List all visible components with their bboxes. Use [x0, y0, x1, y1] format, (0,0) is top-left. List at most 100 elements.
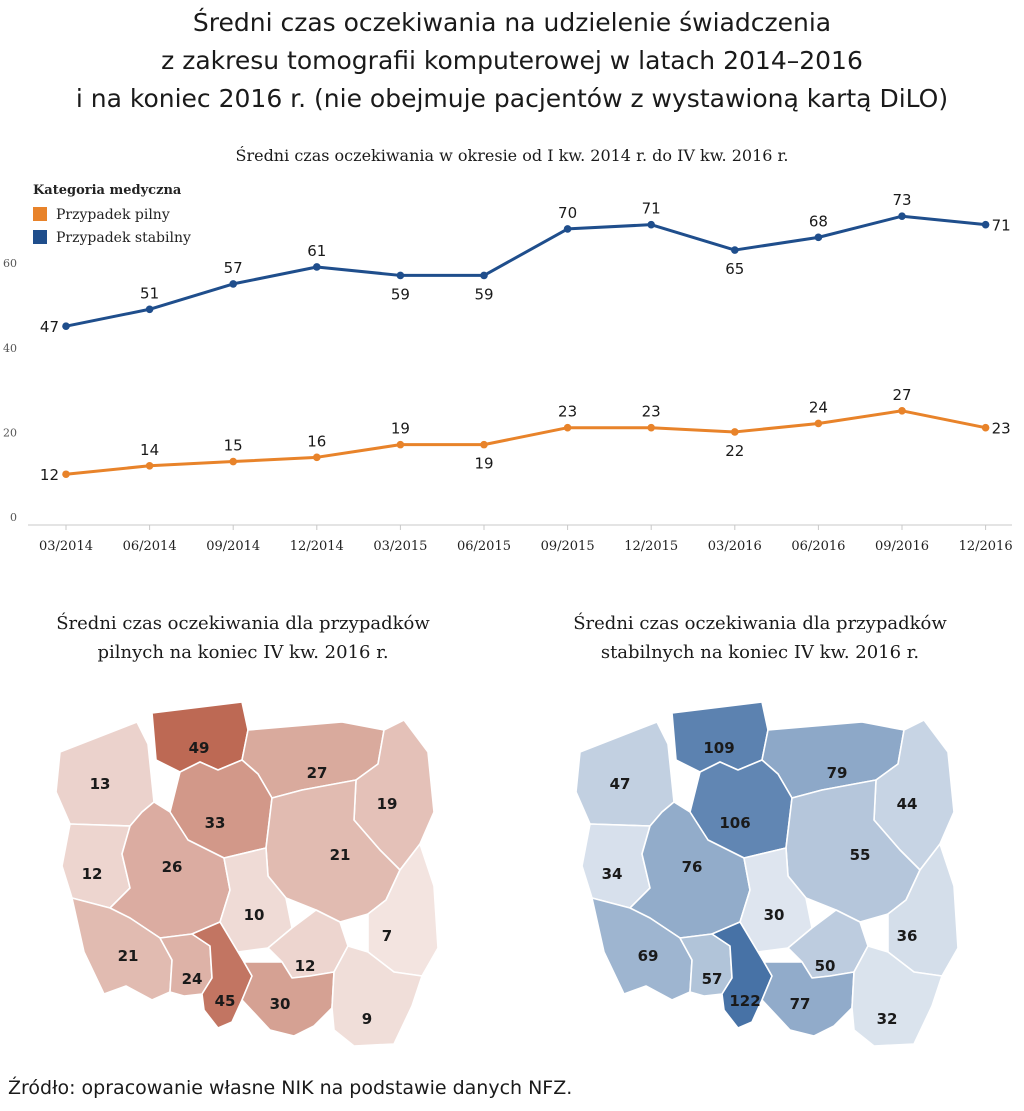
- region-value-wielkopolskie: 76: [682, 858, 703, 876]
- region-value-malopolskie: 30: [270, 995, 291, 1013]
- region-value-malopolskie: 77: [790, 995, 811, 1013]
- data-point-urgent: [145, 461, 154, 470]
- data-label-stable: 61: [307, 242, 326, 260]
- region-value-dolnoslaskie: 21: [118, 947, 139, 965]
- data-point-stable: [981, 220, 990, 229]
- region-slaskie: [711, 921, 773, 1029]
- x-tick-label: 06/2015: [457, 539, 511, 554]
- region-value-podlaskie: 44: [897, 795, 918, 813]
- main-title-line-3: i na koniec 2016 r. (nie obejmuje pacjen…: [75, 84, 949, 113]
- data-point-urgent: [563, 423, 572, 432]
- series-stable: 47 51 57 61 59 59 70 71 65 68 73 71: [40, 191, 1011, 336]
- data-label-stable: 73: [892, 191, 911, 209]
- legend-swatch-urgent: [33, 207, 47, 221]
- data-point-stable: [814, 233, 823, 242]
- region-value-lubelskie: 36: [897, 927, 918, 945]
- data-label-urgent: 23: [992, 420, 1011, 438]
- data-label-urgent: 12: [40, 466, 59, 484]
- y-tick-label: 40: [3, 342, 17, 355]
- map-title-stable: Średni czas oczekiwania dla przypadków s…: [525, 609, 995, 667]
- region-zachodniopomorskie: [55, 721, 155, 827]
- region-value-podlaskie: 19: [377, 795, 398, 813]
- data-point-urgent: [480, 440, 488, 449]
- data-point-urgent: [981, 423, 990, 432]
- x-tick-label: 03/2016: [708, 539, 762, 554]
- map-urgent: 13 49 27 19 33 12 26 21 10 7 21 24 45 12 30 9: [55, 701, 439, 1047]
- x-ticks: 03/2014 06/2014 09/2014 12/2014 03/2015 06/20…: [39, 525, 1013, 554]
- region-value-opolskie: 57: [702, 970, 723, 988]
- region-podkarpackie: [851, 945, 943, 1047]
- series-line-urgent: [65, 409, 986, 476]
- region-value-mazowieckie: 21: [330, 846, 351, 864]
- x-tick-label: 12/2014: [290, 539, 344, 554]
- region-podkarpackie: [331, 945, 423, 1047]
- data-label-stable: 65: [725, 260, 744, 278]
- series-urgent: 12 14 15 16 19 19 23 23 22 24 27 23: [40, 386, 1011, 484]
- data-label-urgent: 14: [140, 441, 159, 459]
- legend: Kategoria medyczna Przypadek pilny Przyp…: [33, 183, 191, 246]
- data-label-urgent: 15: [224, 437, 243, 455]
- data-label-stable: 57: [224, 259, 243, 277]
- region-value-lubuskie: 12: [82, 865, 103, 883]
- data-point-urgent: [647, 423, 655, 432]
- y-tick-label: 0: [10, 511, 17, 524]
- x-tick-label: 09/2015: [541, 539, 595, 554]
- region-value-pomorskie: 49: [189, 739, 210, 757]
- data-label-urgent: 24: [809, 398, 828, 416]
- region-value-slaskie: 122: [729, 992, 760, 1010]
- map-title-urgent: Średni czas oczekiwania dla przypadków p…: [8, 609, 478, 667]
- x-tick-label: 03/2015: [373, 539, 427, 554]
- region-value-opolskie: 24: [182, 970, 203, 988]
- data-label-stable: 51: [140, 284, 159, 302]
- legend-entry-stable: Przypadek stabilny: [33, 230, 191, 246]
- data-point-urgent: [814, 419, 823, 428]
- series-layer: 12 14 15 16 19 19 23 23 22 24 27 23 47 51 57 61 59 59 70 71…: [40, 191, 1011, 484]
- map-title-stable-line-1: Średni czas oczekiwania dla przypadków: [573, 613, 947, 634]
- data-point-stable: [731, 246, 739, 254]
- chart-subtitle: Średni czas oczekiwania w okresie od I k…: [235, 146, 789, 165]
- data-label-stable: 71: [992, 217, 1011, 235]
- region-slaskie: [191, 921, 253, 1029]
- source-note: Źródło: opracowanie własne NIK na podsta…: [8, 1077, 573, 1099]
- x-tick-label: 06/2014: [123, 539, 177, 554]
- region-value-swietokrzyskie: 50: [815, 957, 836, 975]
- region-value-zachodniopomorskie: 47: [610, 775, 631, 793]
- region-malopolskie: [761, 961, 855, 1037]
- data-label-stable: 59: [391, 285, 410, 303]
- legend-label-urgent: Przypadek pilny: [56, 207, 170, 223]
- data-point-urgent: [229, 457, 237, 466]
- y-tick-label: 60: [3, 257, 17, 270]
- map-title-stable-line-2: stabilnych na koniec IV kw. 2016 r.: [600, 642, 920, 663]
- data-label-stable: 70: [558, 204, 577, 222]
- data-label-stable: 59: [474, 285, 493, 303]
- x-tick-label: 09/2016: [875, 539, 929, 554]
- main-title-line-2: z zakresu tomografii komputerowej w lata…: [161, 46, 863, 75]
- data-point-stable: [898, 212, 906, 221]
- data-point-stable: [313, 263, 321, 271]
- data-point-urgent: [313, 453, 321, 462]
- region-value-lodzkie: 30: [764, 906, 785, 924]
- region-value-dolnoslaskie: 69: [638, 947, 659, 965]
- data-label-stable: 71: [642, 200, 661, 218]
- x-tick-label: 09/2014: [206, 539, 260, 554]
- data-label-urgent: 19: [391, 420, 410, 438]
- data-label-stable: 68: [809, 212, 828, 230]
- x-tick-label: 03/2014: [39, 539, 93, 554]
- legend-label-stable: Przypadek stabilny: [56, 230, 191, 246]
- region-value-warminsko-mazurskie: 79: [827, 764, 848, 782]
- data-point-stable: [563, 225, 572, 233]
- y-ticks: 0 20 40 60: [3, 257, 17, 524]
- x-tick-label: 12/2016: [959, 539, 1013, 554]
- main-title: Średni czas oczekiwania na udzielenie św…: [0, 4, 1024, 118]
- region-zachodniopomorskie: [575, 721, 675, 827]
- region-value-warminsko-mazurskie: 27: [307, 764, 328, 782]
- region-value-podkarpackie: 32: [877, 1010, 898, 1028]
- legend-title: Kategoria medyczna: [33, 183, 182, 198]
- region-value-zachodniopomorskie: 13: [90, 775, 111, 793]
- data-point-stable: [229, 280, 237, 288]
- data-point-urgent: [62, 470, 70, 479]
- data-point-stable: [396, 271, 405, 280]
- region-value-slaskie: 45: [215, 992, 236, 1010]
- region-value-wielkopolskie: 26: [162, 858, 183, 876]
